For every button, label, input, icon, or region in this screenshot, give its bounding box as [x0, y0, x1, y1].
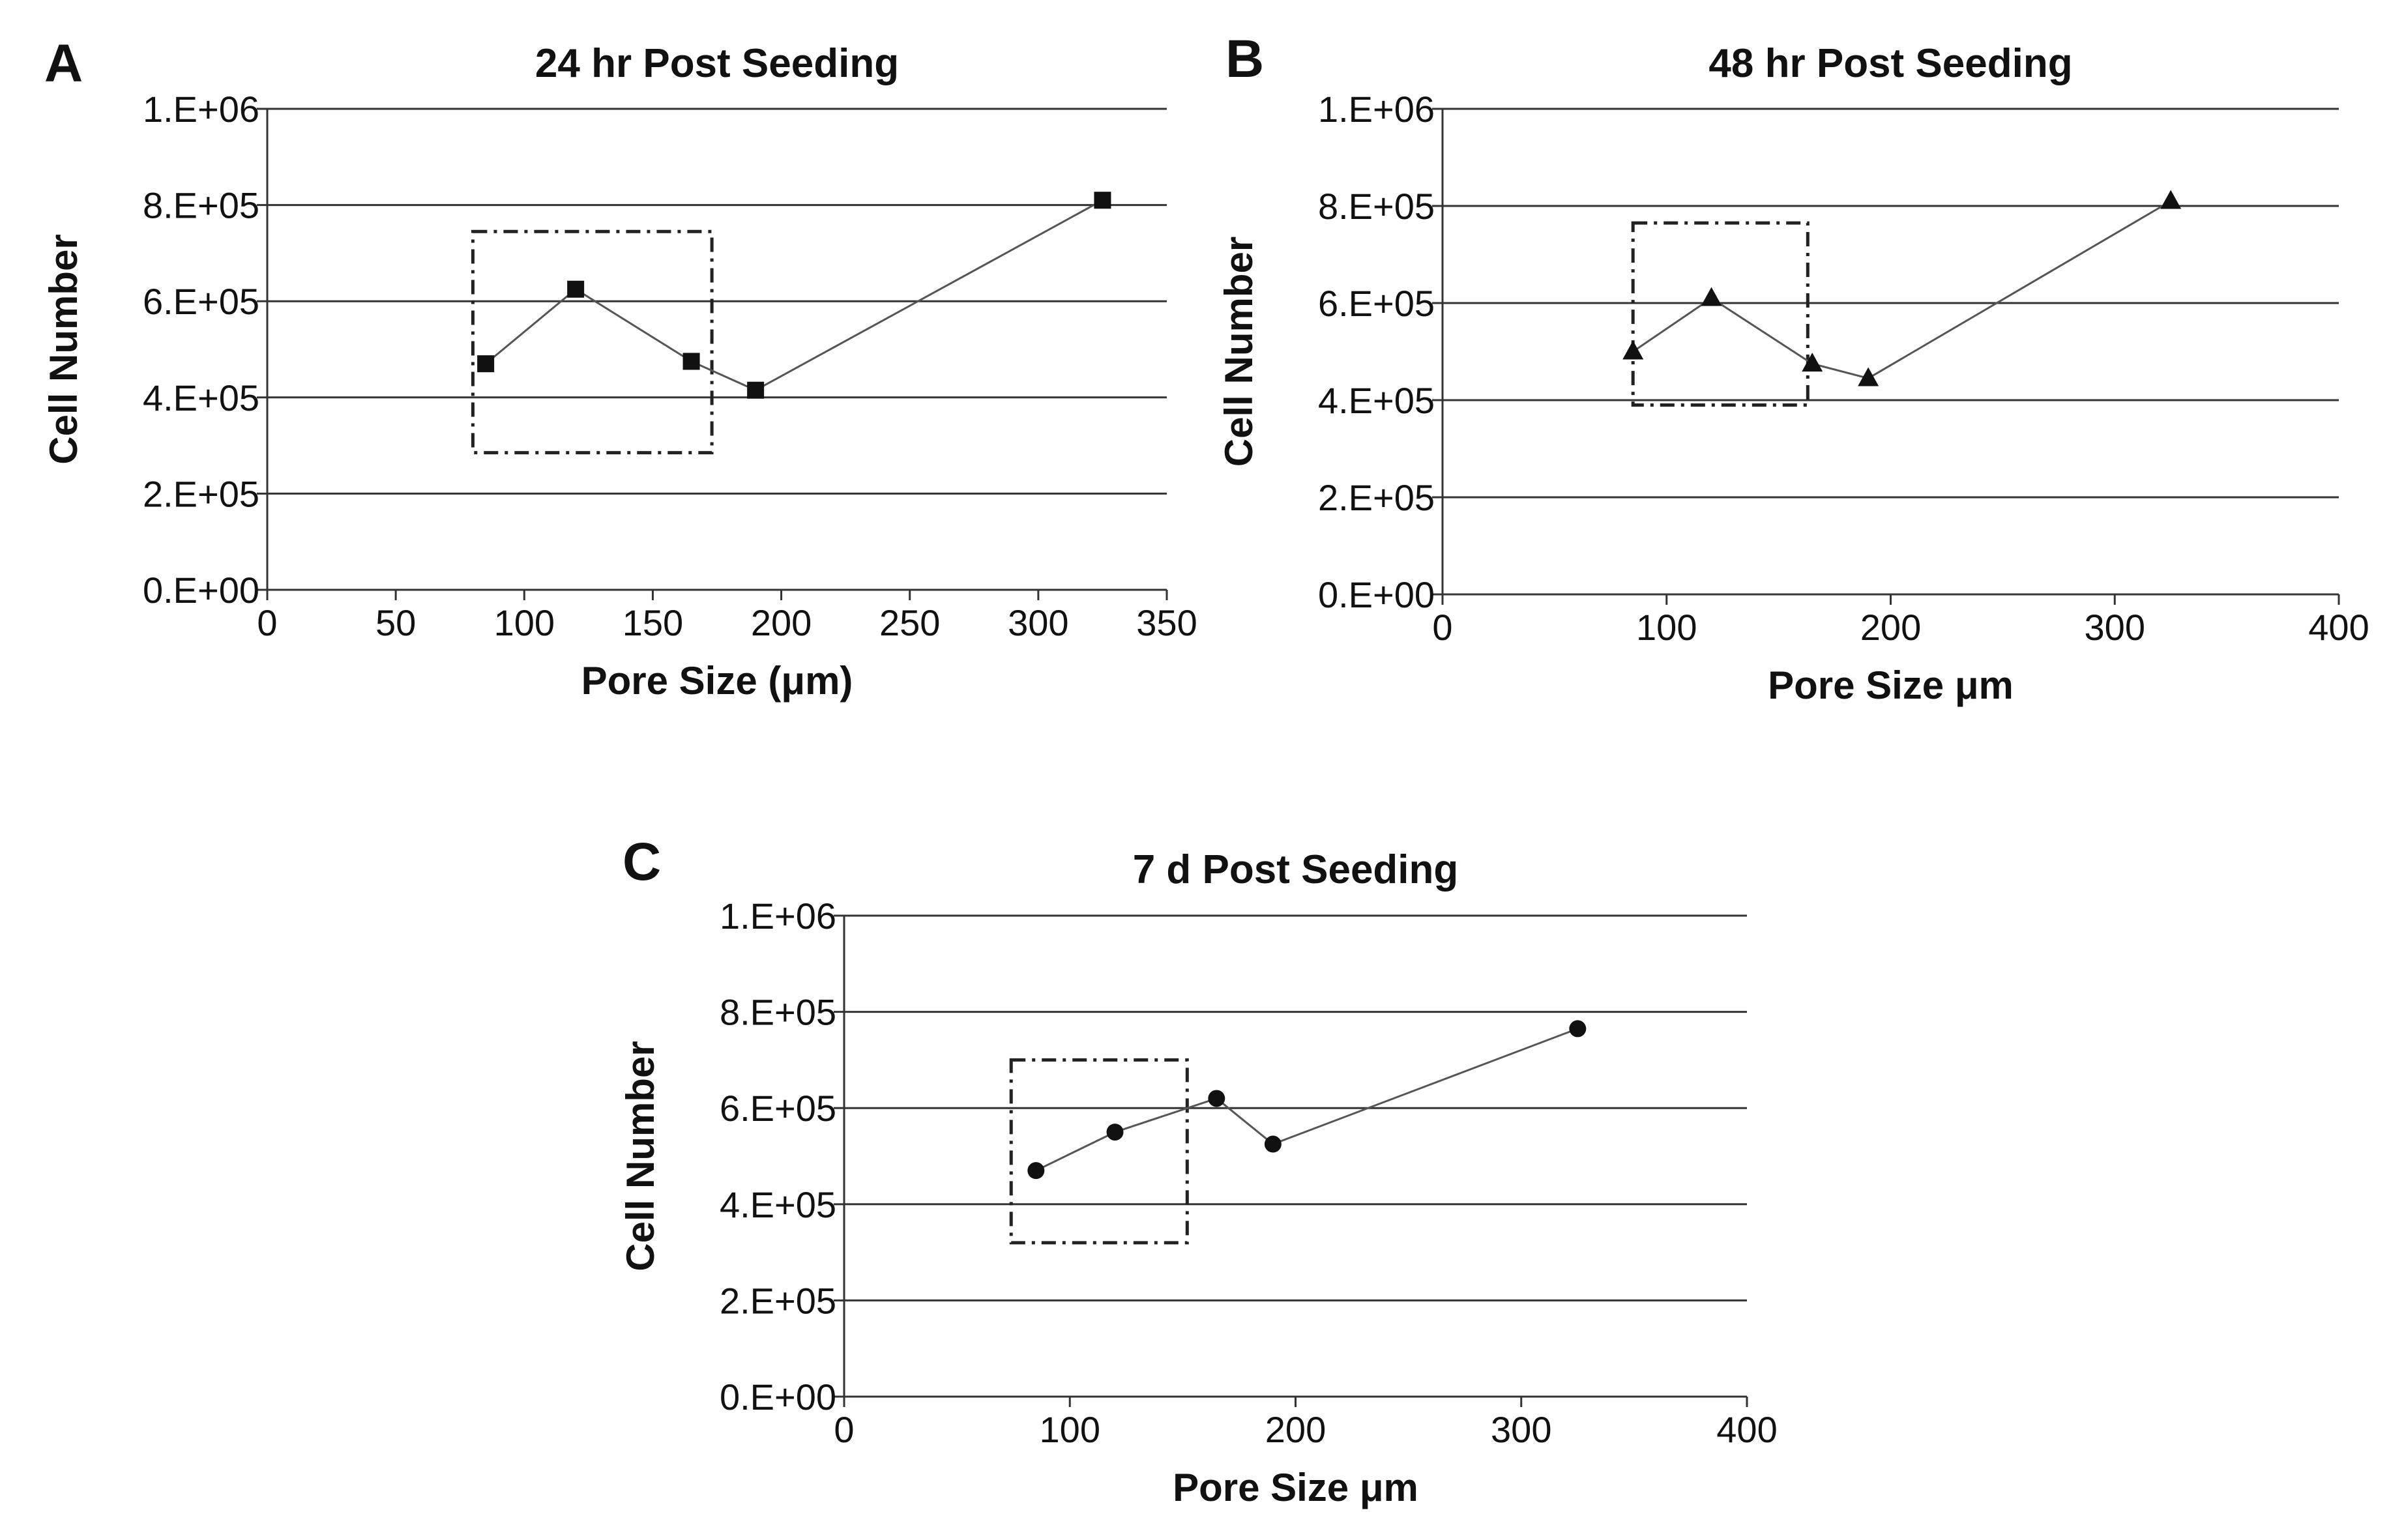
- y-tick-label: 1.E+06: [720, 895, 836, 937]
- x-tick-label: 100: [494, 602, 555, 643]
- data-point-triangle: [1858, 367, 1879, 386]
- x-tick-label: 300: [1491, 1409, 1551, 1450]
- x-tick-label: 100: [1040, 1409, 1100, 1450]
- y-tick-label: 2.E+05: [1318, 477, 1435, 518]
- y-tick-label: 4.E+05: [1318, 380, 1435, 421]
- x-tick-label: 300: [2085, 607, 2145, 648]
- x-tick-label: 0: [834, 1409, 854, 1450]
- data-point-square: [682, 353, 700, 370]
- x-axis-label: Pore Size μm: [1173, 1466, 1418, 1509]
- y-tick-label: 0.E+00: [720, 1376, 836, 1417]
- chart-panel-a: 0.E+00 2.E+05 4.E+05 6.E+05 8.E+05 1.E+06 0 50 1…: [42, 34, 1197, 703]
- data-point-circle: [1106, 1124, 1124, 1141]
- x-axis-label: Pore Size (μm): [581, 659, 853, 703]
- x-tick-label: 350: [1136, 602, 1197, 643]
- y-tick-label: 2.E+05: [720, 1280, 836, 1321]
- x-tick-label: 0: [1432, 607, 1452, 648]
- y-tick-label: 1.E+06: [1318, 89, 1435, 130]
- data-point-square: [567, 280, 585, 298]
- chart-panel-b: 0.E+00 2.E+05 4.E+05 6.E+05 8.E+05 1.E+06 0 100…: [1217, 29, 2369, 707]
- data-point-circle: [1569, 1020, 1587, 1038]
- highlight-box: [471, 229, 714, 455]
- data-point-square: [1094, 192, 1111, 209]
- panel-letter: A: [44, 34, 83, 93]
- y-tick-label: 8.E+05: [143, 185, 259, 226]
- x-tick-label: 100: [1636, 607, 1697, 648]
- x-tick-label: 200: [1265, 1409, 1326, 1450]
- data-point-triangle: [1701, 287, 1722, 306]
- y-tick-label: 6.E+05: [143, 281, 259, 322]
- y-tick-label: 8.E+05: [720, 992, 836, 1033]
- x-tick-label: 400: [1716, 1409, 1777, 1450]
- y-tick-label: 6.E+05: [720, 1088, 836, 1129]
- x-axis-label: Pore Size μm: [1768, 663, 2014, 707]
- x-tick-label: 150: [623, 602, 683, 643]
- data-point-triangle: [1802, 353, 1823, 372]
- x-tick-label: 400: [2308, 607, 2369, 648]
- data-point-circle: [1208, 1090, 1225, 1107]
- series-line: [1632, 200, 2171, 380]
- y-tick-label: 4.E+05: [720, 1184, 836, 1225]
- y-tick-label: 2.E+05: [143, 473, 259, 514]
- chart-title: 48 hr Post Seeding: [1708, 41, 2072, 86]
- panel-letter: B: [1225, 29, 1264, 89]
- highlight-box: [1009, 1058, 1189, 1245]
- chart-panel-c: 0.E+00 2.E+05 4.E+05 6.E+05 8.E+05 1.E+06 0 100…: [619, 832, 1778, 1509]
- data-point-triangle: [1622, 340, 1644, 360]
- y-tick-label: 6.E+05: [1318, 283, 1435, 324]
- data-point-square: [747, 381, 765, 399]
- y-tick-label: 0.E+00: [143, 570, 259, 611]
- y-axis-label: Cell Number: [42, 234, 85, 464]
- data-point-circle: [1027, 1162, 1045, 1180]
- y-axis-label: Cell Number: [619, 1041, 662, 1271]
- x-tick-label: 200: [1860, 607, 1921, 648]
- data-point-square: [477, 355, 495, 373]
- chart-title: 7 d Post Seeding: [1133, 847, 1459, 892]
- x-tick-label: 50: [375, 602, 416, 643]
- y-axis-label: Cell Number: [1217, 237, 1261, 467]
- x-tick-label: 300: [1008, 602, 1068, 643]
- x-tick-label: 200: [751, 602, 812, 643]
- x-tick-label: 0: [257, 602, 277, 643]
- y-tick-label: 0.E+00: [1318, 574, 1435, 615]
- highlight-box: [1631, 221, 1810, 407]
- data-point-triangle: [2160, 190, 2182, 209]
- y-tick-label: 8.E+05: [1318, 186, 1435, 227]
- series-line: [1035, 1028, 1578, 1172]
- panel-letter: C: [623, 832, 661, 892]
- x-tick-label: 250: [879, 602, 940, 643]
- chart-title: 24 hr Post Seeding: [535, 41, 899, 86]
- data-point-circle: [1264, 1135, 1282, 1153]
- y-tick-label: 4.E+05: [143, 377, 259, 418]
- y-tick-label: 1.E+06: [143, 89, 259, 130]
